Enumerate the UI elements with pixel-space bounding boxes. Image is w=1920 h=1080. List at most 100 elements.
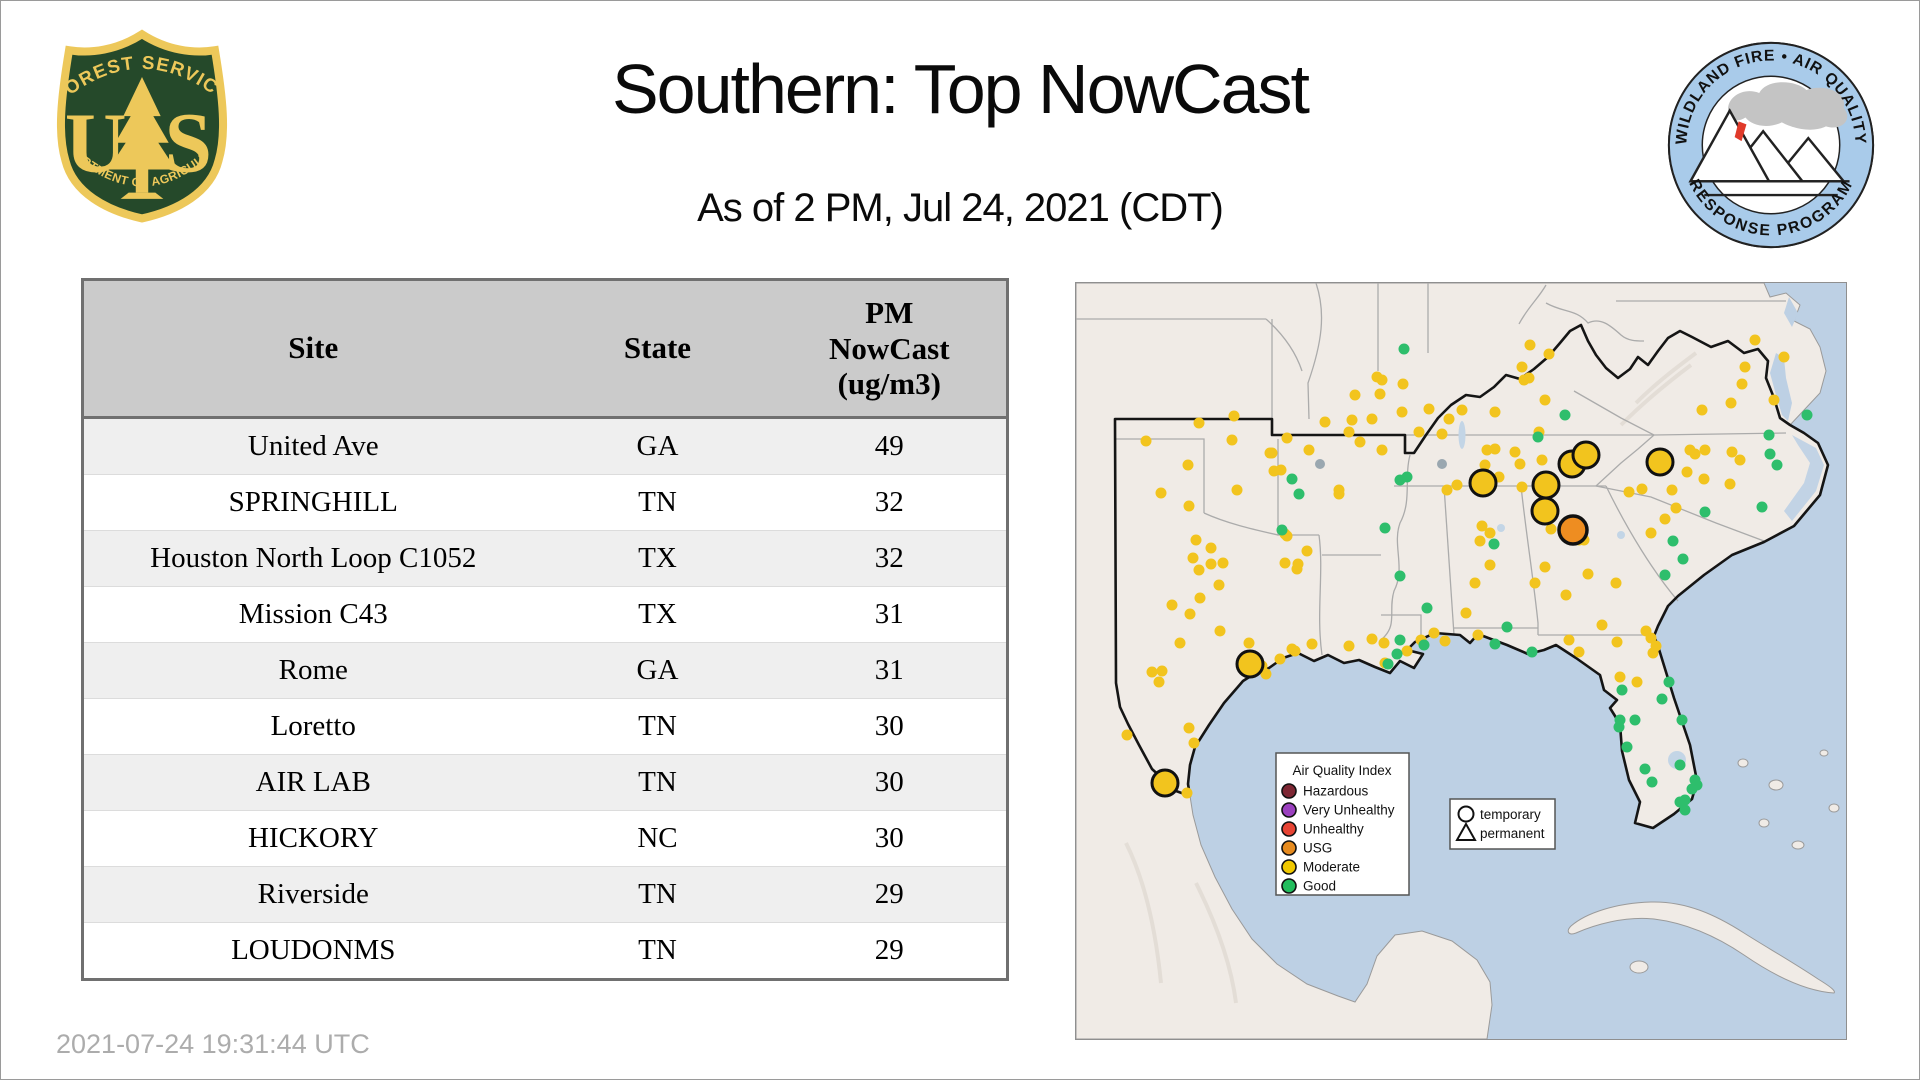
site-type-legend: temporary permanent — [1449, 798, 1556, 850]
fs-logo-tree-icon — [108, 76, 176, 199]
site-dot-moderate — [1614, 671, 1626, 683]
site-table-body: United Ave GA 49 SPRINGHILL TN 32 Houston Nort… — [82, 417, 1008, 980]
site-dot-moderate — [1689, 448, 1701, 460]
pm-value-cell: 30 — [874, 709, 904, 742]
site-cell: HICKORY — [247, 821, 379, 854]
site-dot-moderate — [1474, 535, 1486, 547]
site-dot-moderate — [1349, 389, 1361, 401]
table-row: Mission C43 TX 31 — [82, 586, 1008, 643]
site-dot-moderate — [1443, 413, 1455, 425]
site-dot-good — [1418, 639, 1430, 651]
site-dot-moderate — [1596, 619, 1608, 631]
site-dot-good — [1501, 621, 1513, 633]
top-site-dots — [1150, 440, 1675, 798]
site-dot-good — [1382, 658, 1394, 670]
site-dot-moderate — [1516, 481, 1528, 493]
legend-swatch-very-unhealthy — [1281, 802, 1297, 818]
site-dot-good — [1394, 634, 1406, 646]
site-dot-moderate — [1343, 640, 1355, 652]
site-dot-moderate — [1725, 397, 1737, 409]
site-dot-moderate — [1523, 372, 1535, 384]
site-dot-moderate — [1524, 339, 1536, 351]
site-dot-moderate — [1460, 607, 1472, 619]
top-site-dot-moderate — [1571, 440, 1601, 470]
site-dot-moderate — [1217, 557, 1229, 569]
pm-value-cell: 32 — [874, 485, 904, 518]
site-dot-moderate — [1378, 637, 1390, 649]
state-cell: NC — [637, 821, 678, 854]
site-dot-moderate — [1181, 787, 1193, 799]
site-cell: Mission C43 — [238, 597, 388, 630]
site-dot-moderate — [1611, 636, 1623, 648]
column-header-pm-nowcast: PM NowCast (ug/m3) — [772, 279, 1008, 419]
site-dot-moderate — [1231, 484, 1243, 496]
site-dot-moderate — [1190, 534, 1202, 546]
site-dot-moderate — [1183, 722, 1195, 734]
site-dot-moderate — [1286, 643, 1298, 655]
top-nowcast-table: Site State PM NowCast (ug/m3) United Ave… — [81, 278, 1009, 981]
site-dot-moderate — [1481, 444, 1493, 456]
site-dot-good — [1401, 471, 1413, 483]
site-dot-moderate — [1529, 577, 1541, 589]
site-dot-moderate — [1401, 645, 1413, 657]
pm-value-cell: 30 — [874, 765, 904, 798]
table-row: Loretto TN 30 — [82, 698, 1008, 755]
site-dot-moderate — [1343, 426, 1355, 438]
site-cell: SPRINGHILL — [228, 485, 398, 518]
site-dot-good — [1276, 524, 1288, 536]
site-dot-unknown — [1315, 459, 1325, 469]
site-dot-good — [1679, 804, 1691, 816]
site-dot-moderate — [1226, 434, 1238, 446]
site-dot-moderate — [1489, 406, 1501, 418]
site-dot-moderate — [1260, 668, 1272, 680]
terrain-shading — [1124, 351, 1698, 1004]
table-row: United Ave GA 49 — [82, 417, 1008, 475]
site-dot-good — [1532, 431, 1544, 443]
site-dot-good — [1676, 714, 1688, 726]
legend-label: Good — [1303, 879, 1336, 894]
site-dot-moderate — [1489, 443, 1501, 455]
temporary-icon — [1457, 805, 1475, 823]
site-dot-good — [1629, 714, 1641, 726]
forest-service-logo: FOREST SERVICE U S DEPARTMENT OF AGRICUL… — [46, 10, 231, 223]
table-row: Houston North Loop C1052 TX 32 — [82, 530, 1008, 587]
site-dot-moderate — [1279, 557, 1291, 569]
pm-value-cell: 31 — [874, 597, 904, 630]
site-dot-good — [1656, 693, 1668, 705]
lakes — [1458, 421, 1686, 769]
top-site-dot-moderate — [1531, 470, 1561, 500]
site-dot-good — [1398, 343, 1410, 355]
pm-value-cell: 32 — [874, 541, 904, 574]
state-cell: TN — [638, 933, 677, 966]
site-dot-moderate — [1536, 454, 1548, 466]
pm-value-cell: 29 — [874, 933, 904, 966]
state-cell: GA — [636, 429, 679, 462]
column-header-site: Site — [82, 279, 543, 419]
wfaqrp-logo-icon: WILDLAND FIRE • AIR QUALITY RESPONSE PRO… — [1667, 41, 1875, 249]
site-dot-good — [1699, 506, 1711, 518]
site-dot-moderate — [1636, 483, 1648, 495]
site-dot-moderate — [1228, 410, 1240, 422]
top-site-dot-moderate — [1468, 468, 1498, 498]
site-dot-moderate — [1274, 653, 1286, 665]
site-dot-good — [1763, 429, 1775, 441]
legend-swatch-good — [1281, 878, 1297, 894]
site-dot-good — [1639, 763, 1651, 775]
permanent-icon — [1455, 821, 1477, 841]
site-dot-moderate — [1264, 447, 1276, 459]
site-dot-moderate — [1439, 635, 1451, 647]
state-cell: TX — [638, 541, 677, 574]
site-dot-good — [1286, 473, 1298, 485]
site-dot-moderate — [1640, 625, 1652, 637]
state-cell: TN — [638, 765, 677, 798]
site-dot-moderate — [1659, 513, 1671, 525]
site-dot-moderate — [1333, 488, 1345, 500]
site-cell: LOUDONMS — [231, 933, 396, 966]
site-dot-good — [1764, 448, 1776, 460]
site-dot-moderate — [1451, 479, 1463, 491]
site-dot-moderate — [1778, 351, 1790, 363]
site-dot-moderate — [1768, 394, 1780, 406]
table-row: Riverside TN 29 — [82, 866, 1008, 923]
site-dot-moderate — [1243, 637, 1255, 649]
table-row: LOUDONMS TN 29 — [82, 922, 1008, 980]
